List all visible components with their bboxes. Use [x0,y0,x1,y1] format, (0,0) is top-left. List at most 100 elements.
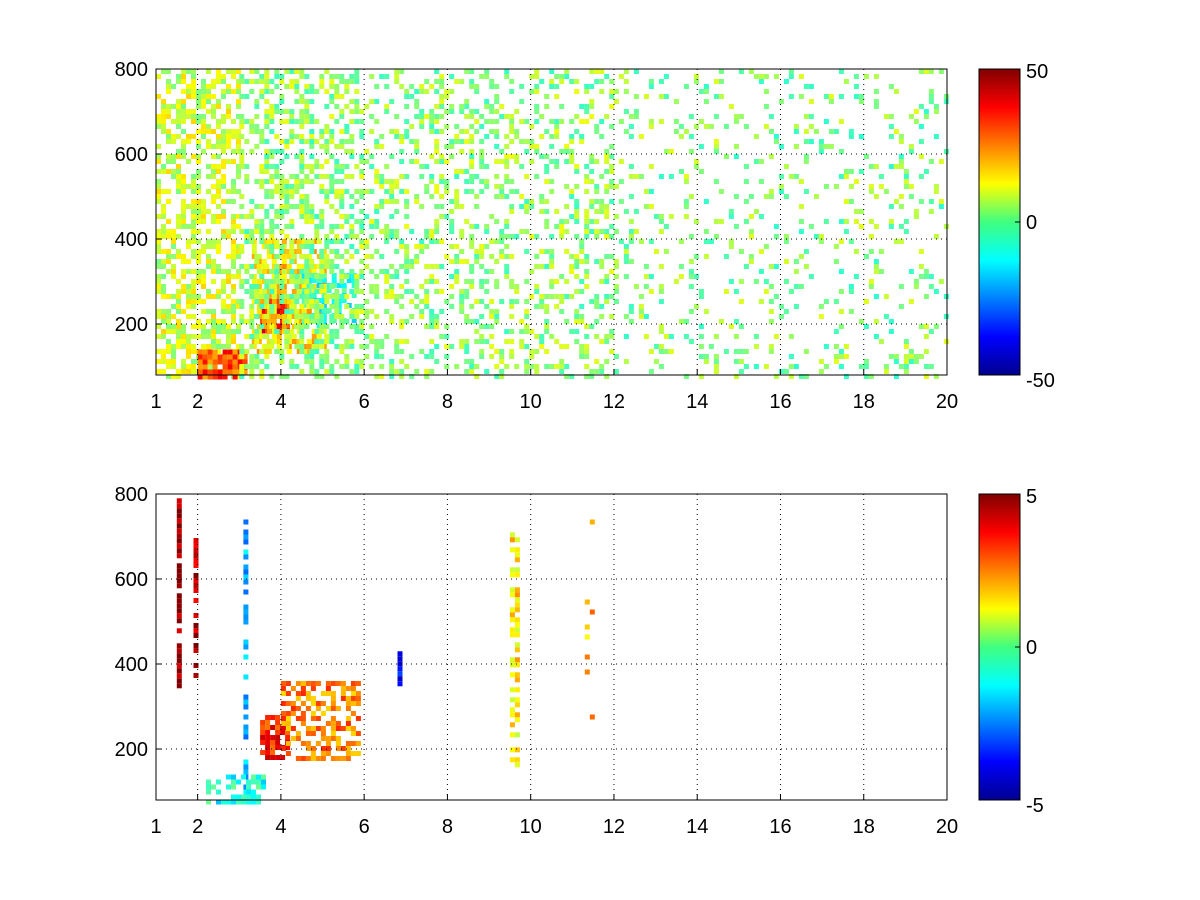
heatmap-cell-1-2425 [554,294,560,299]
heatmap-cell-1-2505 [579,239,585,244]
heatmap-cell-1-2128 [474,254,480,259]
heatmap-cell-1-2895 [753,334,759,339]
heatmap-cell-1-2712 [648,79,654,84]
heatmap-cell-1-938 [321,293,327,298]
heatmap-cell-1-962 [341,283,347,288]
heatmap-cell-1-1489 [329,94,335,99]
heatmap-cell-1-434 [216,269,221,274]
heatmap-cell-1-2641 [609,349,615,354]
heatmap-cell-2-60 [243,574,249,580]
heatmap-cell-1-1950 [429,369,435,374]
heatmap-cell-2-35 [193,548,199,553]
heatmap-cell-1-2061 [459,259,465,264]
heatmap-cell-1-2791 [693,159,699,164]
heatmap-cell-1-1051 [249,354,255,359]
heatmap-cell-1-2041 [454,199,460,204]
heatmap-cell-1-1160 [269,269,275,274]
heatmap-cell-1-1618 [349,234,355,239]
heatmap-cell-1-36 [161,109,166,114]
heatmap-cell-1-931 [316,283,322,288]
heatmap-cell-1-134 [176,119,181,124]
heatmap-cell-1-2743 [658,364,664,369]
heatmap-cell-1-1797 [394,69,400,74]
x-tick-labels-1: 1 2 4 6 8 10 12 14 16 18 20 [150,369,958,413]
heatmap-cell-1-2148 [479,254,485,259]
heatmap-cell-1-2740 [658,329,664,334]
heatmap-cell-1-11 [156,189,161,194]
heatmap-cell-1-2413 [554,74,560,79]
heatmap-cell-1-2815 [703,254,709,259]
heatmap-cell-1-963 [341,288,347,293]
heatmap-cell-1-2985 [803,159,809,164]
heatmap-cell-1-1917 [424,264,430,269]
heatmap-cell-2-321 [509,607,515,613]
heatmap-cell-1-1701 [369,129,375,134]
heatmap-cell-1-1672 [359,269,365,274]
heatmap-cell-1-2963 [793,129,799,134]
heatmap-cell-1-998 [239,304,245,309]
heatmap-cell-1-1807 [394,229,400,234]
heatmap-cell-1-2207 [494,219,500,224]
heatmap-cell-1-2387 [544,304,550,309]
heatmap-cell-1-1808 [394,234,400,239]
heatmap-cell-1-1048 [249,324,255,329]
heatmap-cell-1-2828 [713,179,719,184]
heatmap-cell-2-78 [243,759,249,765]
heatmap-cell-1-507 [226,344,231,349]
heatmap-cell-1-277 [196,104,201,109]
heatmap-cell-1-1145 [269,129,275,134]
heatmap-cell-2-131 [280,716,286,721]
heatmap-cell-1-2518 [584,89,590,94]
heatmap-cell-1-2263 [509,129,515,134]
heatmap-cell-1-338 [201,334,206,339]
heatmap-cell-1-3119 [883,369,889,374]
heatmap-cell-1-1864 [409,124,415,129]
heatmap-cell-1-594 [207,359,213,365]
heatmap-cell-1-2495 [574,289,580,294]
heatmap-cell-1-1972 [434,314,440,319]
heatmap-cell-1-212 [186,159,191,164]
heatmap-cell-1-2102 [469,174,475,179]
heatmap-cell-2-182 [310,731,316,736]
heatmap-cell-1-2994 [808,124,814,129]
heatmap-cell-1-3041 [838,324,844,329]
heatmap-cell-1-2590 [599,229,605,234]
heatmap-cell-1-1716 [369,364,375,369]
heatmap-cell-2-91 [265,715,271,720]
heatmap-cell-1-1488 [329,84,335,89]
heatmap-cell-1-2924 [768,319,774,324]
heatmap-cell-1-1177 [274,169,280,174]
heatmap-cell-1-2348 [534,234,540,239]
heatmap-cell-1-1082 [259,79,265,84]
heatmap-cell-1-1712 [369,309,375,314]
heatmap-cell-1-439 [216,329,221,334]
heatmap-cell-1-1726 [374,209,380,214]
heatmap-cell-1-758 [271,334,277,339]
heatmap-cell-1-2167 [484,184,490,189]
heatmap-cell-2-142 [285,751,291,756]
heatmap-cell-1-1100 [259,304,265,309]
heatmap-cell-1-2038 [454,174,460,179]
heatmap-cell-1-2098 [469,149,475,154]
heatmap-cell-1-1623 [349,309,355,314]
heatmap-cell-1-1931 [429,124,435,129]
heatmap-cell-1-2536 [584,284,590,289]
heatmap-cell-1-538 [231,319,236,324]
heatmap-cell-1-1710 [369,284,375,289]
heatmap-cell-1-681 [251,279,257,284]
heatmap-cell-1-1530 [334,194,340,199]
heatmap-cell-1-1743 [379,174,385,179]
heatmap-cell-1-12 [156,194,161,199]
y-tick-label: 800 [115,484,148,506]
heatmap-cell-1-2909 [763,124,769,129]
heatmap-cell-1-487 [226,129,231,134]
heatmap-cell-1-1570 [339,279,345,284]
heatmap-cell-1-453 [221,134,226,139]
heatmap-cell-1-2873 [738,359,744,364]
heatmap-cell-2-10 [176,548,182,554]
heatmap-cell-1-1891 [419,84,425,89]
heatmap-cell-1-602 [212,374,218,380]
heatmap-cell-1-454 [221,139,226,144]
heatmap-cell-1-1752 [379,344,385,349]
heatmap-cell-1-2265 [509,154,515,159]
